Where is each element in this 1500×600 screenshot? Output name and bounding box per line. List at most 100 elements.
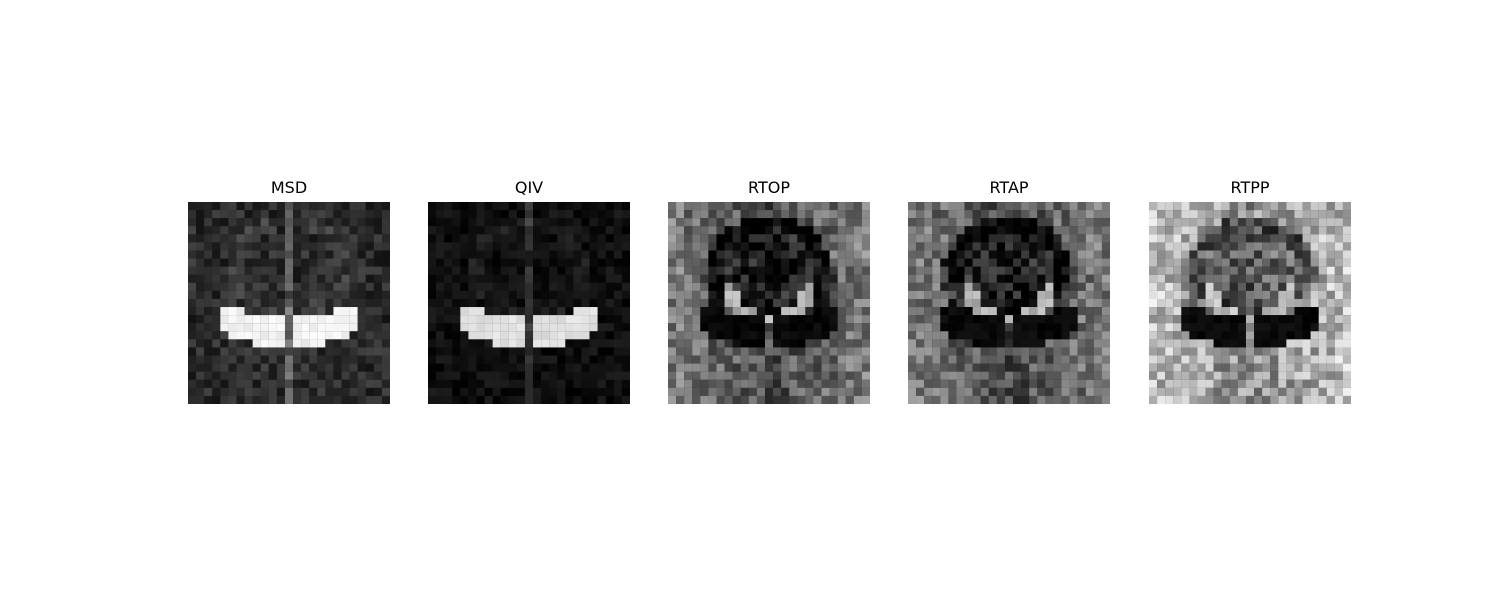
map-pixel <box>492 250 501 259</box>
map-pixel <box>740 363 749 372</box>
map-pixel <box>764 282 774 291</box>
rtap-map-svg <box>908 202 1110 404</box>
map-pixel <box>365 379 374 388</box>
map-pixel <box>724 307 733 316</box>
map-pixel <box>589 339 598 348</box>
map-pixel <box>357 371 366 380</box>
map-pixel <box>789 315 798 324</box>
map-pixel <box>1029 218 1038 227</box>
map-pixel <box>573 274 582 283</box>
map-pixel <box>1286 379 1295 388</box>
map-pixel <box>252 242 261 251</box>
map-pixel <box>349 323 358 332</box>
map-pixel <box>789 395 798 404</box>
map-pixel <box>1101 226 1110 235</box>
map-pixel <box>829 387 838 396</box>
map-pixel <box>357 339 366 348</box>
map-pixel <box>972 234 981 243</box>
map-pixel <box>236 266 245 275</box>
map-pixel <box>565 242 574 251</box>
map-pixel <box>492 242 501 251</box>
map-pixel <box>541 242 550 251</box>
map-pixel <box>1262 387 1271 396</box>
map-pixel <box>236 250 245 259</box>
map-pixel <box>692 210 701 219</box>
map-pixel <box>428 202 437 211</box>
map-pixel <box>789 347 798 356</box>
map-pixel <box>1310 202 1319 211</box>
map-pixel <box>325 323 334 332</box>
map-pixel <box>500 258 509 267</box>
map-pixel <box>1326 395 1335 404</box>
map-pixel <box>1286 307 1295 316</box>
map-pixel <box>444 218 453 227</box>
map-pixel <box>549 266 558 275</box>
map-pixel <box>1061 331 1070 340</box>
map-pixel <box>932 395 941 404</box>
map-pixel <box>1101 258 1110 267</box>
map-pixel <box>716 274 725 283</box>
map-pixel <box>1085 379 1094 388</box>
msd-map-image <box>188 202 390 404</box>
map-pixel <box>188 347 197 356</box>
map-pixel <box>276 315 286 324</box>
map-pixel <box>972 379 981 388</box>
map-pixel <box>1061 210 1070 219</box>
map-pixel <box>284 339 294 348</box>
map-pixel <box>373 250 382 259</box>
map-pixel <box>1045 250 1054 259</box>
map-pixel <box>1342 307 1351 316</box>
map-pixel <box>212 266 221 275</box>
map-pixel <box>1229 266 1238 275</box>
map-pixel <box>1069 339 1078 348</box>
map-pixel <box>1157 339 1166 348</box>
map-pixel <box>1221 315 1230 324</box>
map-pixel <box>252 258 261 267</box>
map-pixel <box>597 363 606 372</box>
map-pixel <box>964 274 973 283</box>
map-pixel <box>492 266 501 275</box>
map-pixel <box>1270 202 1279 211</box>
map-pixel <box>924 323 933 332</box>
map-pixel <box>220 266 229 275</box>
map-pixel <box>1286 234 1295 243</box>
map-pixel <box>541 226 550 235</box>
map-pixel <box>1013 210 1022 219</box>
map-pixel <box>541 250 550 259</box>
map-pixel <box>381 323 390 332</box>
map-pixel <box>773 218 782 227</box>
map-pixel <box>444 242 453 251</box>
map-pixel <box>1037 387 1046 396</box>
map-pixel <box>1254 218 1263 227</box>
map-pixel <box>236 315 245 324</box>
map-pixel <box>1157 395 1166 404</box>
map-pixel <box>484 298 493 308</box>
map-pixel <box>260 226 269 235</box>
map-pixel <box>1334 226 1343 235</box>
map-pixel <box>756 298 766 308</box>
map-pixel <box>740 234 749 243</box>
map-pixel <box>1342 226 1351 235</box>
map-pixel <box>781 266 790 275</box>
map-pixel <box>764 395 774 404</box>
map-pixel <box>589 347 598 356</box>
map-pixel <box>1334 210 1343 219</box>
map-pixel <box>1077 226 1086 235</box>
map-pixel <box>508 323 517 332</box>
map-pixel <box>1237 210 1247 219</box>
map-pixel <box>236 395 245 404</box>
map-pixel <box>1229 307 1238 316</box>
map-pixel <box>1077 250 1086 259</box>
map-pixel <box>252 387 261 396</box>
map-pixel <box>244 210 253 219</box>
map-pixel <box>972 298 981 308</box>
map-pixel <box>1278 258 1287 267</box>
map-pixel <box>1181 379 1190 388</box>
map-pixel <box>549 242 558 251</box>
map-pixel <box>1021 242 1030 251</box>
map-pixel <box>789 339 798 348</box>
map-pixel <box>228 355 237 364</box>
map-pixel <box>940 290 949 300</box>
map-pixel <box>516 202 526 211</box>
map-pixel <box>1037 282 1046 291</box>
